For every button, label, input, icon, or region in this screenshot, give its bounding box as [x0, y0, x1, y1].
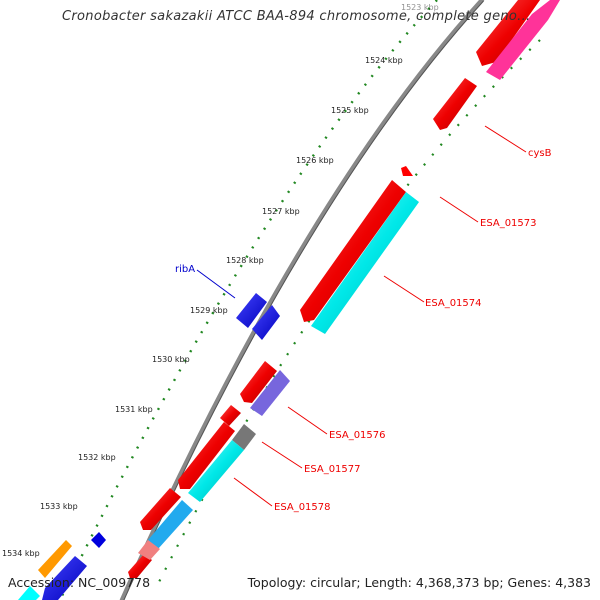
small-red-arrow[interactable] — [401, 166, 413, 176]
gene-label-ribA: ribA — [175, 264, 195, 275]
red-gene-low[interactable] — [140, 488, 181, 530]
blue-gene-bottom[interactable] — [42, 556, 87, 600]
red-gene-small[interactable] — [220, 405, 241, 426]
kbp-label: 1525 kbp — [331, 106, 369, 115]
kbp-label: 1524 kbp — [365, 56, 403, 65]
gene-labels: cysB ESA_01573 ESA_01574 ribA ESA_01576 … — [175, 148, 552, 513]
kbp-label: 1523 kbp — [401, 3, 439, 12]
gene-label-ESA_01576: ESA_01576 — [329, 430, 386, 441]
kbp-label: 1527 kbp — [262, 207, 300, 216]
pink-gene[interactable] — [138, 540, 160, 560]
red-gene-mid[interactable] — [240, 361, 277, 403]
gene-label-cysB: cysB — [528, 148, 552, 159]
orange-gene[interactable] — [38, 540, 72, 578]
kbp-label: 1526 kbp — [296, 156, 334, 165]
gene-label-ESA_01577: ESA_01577 — [304, 464, 361, 475]
ruler-track — [58, 0, 438, 600]
ESA_01577-gene[interactable] — [178, 422, 235, 489]
kbp-label: 1531 kbp — [115, 405, 153, 414]
ribA-gene[interactable] — [236, 293, 280, 340]
cyan-gene-bottom[interactable] — [18, 586, 40, 600]
cysB-gene[interactable] — [433, 78, 477, 130]
kbp-label: 1532 kbp — [78, 453, 116, 462]
magenta-gene[interactable] — [486, 0, 560, 80]
small-blue-gene[interactable] — [91, 532, 106, 548]
gene-label-ESA_01573: ESA_01573 — [480, 218, 537, 229]
grey-gene[interactable] — [232, 424, 256, 450]
ESA_01578-gene[interactable] — [188, 440, 244, 502]
kbp-label: 1528 kbp — [226, 256, 264, 265]
ESA_01573-gene[interactable] — [300, 180, 406, 322]
kbp-label: 1529 kbp — [190, 306, 228, 315]
ESA_01576-gene[interactable] — [250, 370, 290, 416]
summary-text: Topology: circular; Length: 4,368,373 bp… — [247, 575, 591, 590]
red-gene-top[interactable] — [476, 0, 540, 66]
accession-text: Accession: NC_009778 — [8, 575, 151, 590]
gene-label-ESA_01578: ESA_01578 — [274, 502, 331, 513]
gene-label-ESA_01574: ESA_01574 — [425, 298, 482, 309]
red-gene-bottom[interactable] — [128, 554, 152, 578]
map-title: Cronobacter sakazakii ATCC BAA-894 chrom… — [62, 9, 531, 24]
sky-gene[interactable] — [148, 500, 193, 549]
ESA_01574-gene[interactable] — [311, 192, 419, 334]
ruler-labels: 1523 kbp 1524 kbp 1525 kbp 1526 kbp 1527… — [2, 3, 439, 558]
kbp-label: 1533 kbp — [40, 502, 78, 511]
kbp-label: 1534 kbp — [2, 549, 40, 558]
label-leaders — [196, 125, 527, 507]
inner-track-dots — [154, 39, 541, 591]
kbp-label: 1530 kbp — [152, 355, 190, 364]
